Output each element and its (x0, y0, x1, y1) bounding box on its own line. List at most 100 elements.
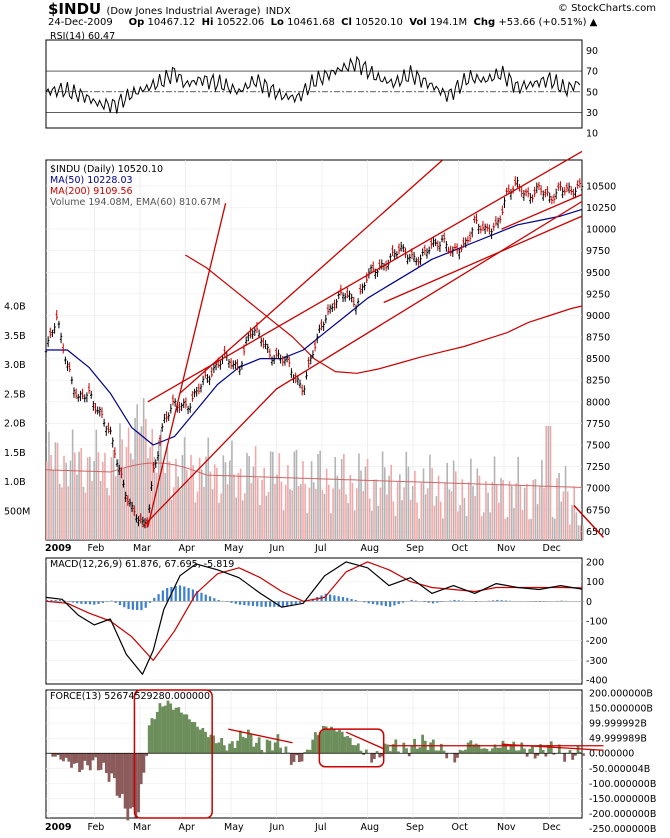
trendline (147, 203, 227, 528)
price-tick-label: 7750 (586, 419, 610, 430)
force-area-segment (557, 744, 561, 754)
volume-bar (173, 487, 175, 540)
volume-bar (336, 475, 339, 540)
volume-bar (414, 470, 416, 540)
force-area-segment (121, 753, 124, 794)
force-area-segment (289, 753, 293, 765)
volume-bar (536, 504, 539, 540)
force-area-segment (171, 709, 175, 754)
volume-bar (467, 482, 470, 540)
macd-histogram-bar (204, 594, 207, 602)
force-area-segment (252, 746, 256, 754)
volume-tick-label: 2.5B (4, 389, 26, 400)
force-tick-label: -250.000000B (589, 824, 656, 835)
macd-histogram-bar (354, 600, 357, 602)
force-area-segment (397, 751, 400, 754)
force-area-segment (359, 750, 363, 754)
force-area-segment (490, 748, 494, 754)
force-area-segment (123, 753, 127, 809)
volume-bar (416, 502, 418, 540)
volume-bar (478, 475, 481, 540)
volume-bar (526, 483, 528, 540)
force-area-segment (517, 750, 521, 754)
macd-histogram-bar (174, 585, 177, 602)
force-area-segment (118, 753, 122, 798)
ma50-line (46, 208, 583, 446)
force-area-segment (134, 753, 138, 818)
volume-bar (209, 471, 212, 540)
quote-date: 24-Dec-2009 (48, 17, 113, 28)
force-area-segment (351, 745, 355, 754)
volume-bar (450, 491, 453, 540)
force-area-segment (533, 753, 537, 759)
volume-bar (241, 500, 244, 540)
volume-bar (403, 487, 405, 540)
force-area-segment (383, 743, 387, 754)
ma200-legend: MA(200) 9109.56 (50, 186, 133, 197)
force-month-label: May (224, 822, 244, 833)
force-area-segment (196, 726, 199, 754)
rsi-line (45, 55, 581, 114)
volume-tick-label: 2.0B (4, 419, 26, 430)
rsi-panel-frame (45, 39, 583, 129)
volume-bar (287, 465, 289, 540)
price-tick-label: 8250 (586, 376, 610, 387)
volume-bar (444, 482, 446, 540)
volume-bar (224, 462, 227, 540)
macd-histogram-bar (50, 599, 53, 602)
volume-bar (56, 442, 59, 540)
force-area-segment (410, 745, 414, 754)
macd-histogram-bar (88, 601, 92, 605)
force-area-segment (230, 741, 234, 754)
force-trendline (501, 743, 604, 751)
force-area-segment (512, 741, 516, 754)
force-area-segment (528, 748, 532, 754)
volume-bar (300, 484, 302, 540)
volume-bar (284, 484, 287, 540)
macd-histogram-bar (401, 601, 405, 603)
macd-histogram-bar (187, 587, 190, 602)
volume-bar (82, 486, 85, 540)
macd-tick-label: -300 (586, 656, 608, 667)
volume-bar (375, 479, 377, 540)
volume-bar (248, 456, 250, 540)
volume-bar (564, 465, 567, 540)
force-area-segment (453, 753, 457, 763)
volume-bar (437, 475, 440, 540)
macd-histogram-bar (329, 594, 332, 602)
force-area-segment (520, 742, 524, 754)
volume-bar (93, 461, 95, 540)
volume-bar (513, 507, 515, 540)
force-area-segment (273, 742, 277, 754)
open-label: Op (128, 17, 145, 28)
macd-histogram-bar (286, 601, 289, 606)
volume-bar (321, 489, 324, 540)
force-area-segment (147, 725, 151, 754)
price-month-label: Mar (133, 543, 151, 554)
force-area-segment (480, 748, 483, 754)
volume-bar (106, 487, 108, 540)
volume-bar (547, 426, 550, 540)
volume-bar (353, 510, 356, 540)
macd-histogram-bar (457, 600, 460, 602)
volume-bar (265, 495, 268, 540)
volume-bar (177, 476, 179, 540)
macd-signal-line (45, 561, 583, 661)
macd-histogram-bar (440, 601, 443, 603)
force-area-segment (335, 731, 339, 754)
macd-histogram-bar (157, 594, 160, 602)
macd-tick-label: 200 (586, 557, 604, 568)
force-area-segment (158, 703, 162, 754)
force-area-segment (233, 747, 237, 754)
price-month-label: Jul (314, 543, 326, 554)
volume-bar (556, 478, 558, 540)
force-area-segment (311, 739, 315, 754)
volume-bar (480, 516, 483, 540)
volume-bar (91, 481, 93, 540)
force-area-segment (212, 735, 215, 754)
volume-bar (506, 516, 509, 540)
volume-bar (575, 512, 578, 540)
force-area-segment (166, 700, 170, 754)
force-area-segment (461, 750, 465, 754)
force-highlight-box-august (318, 728, 385, 768)
